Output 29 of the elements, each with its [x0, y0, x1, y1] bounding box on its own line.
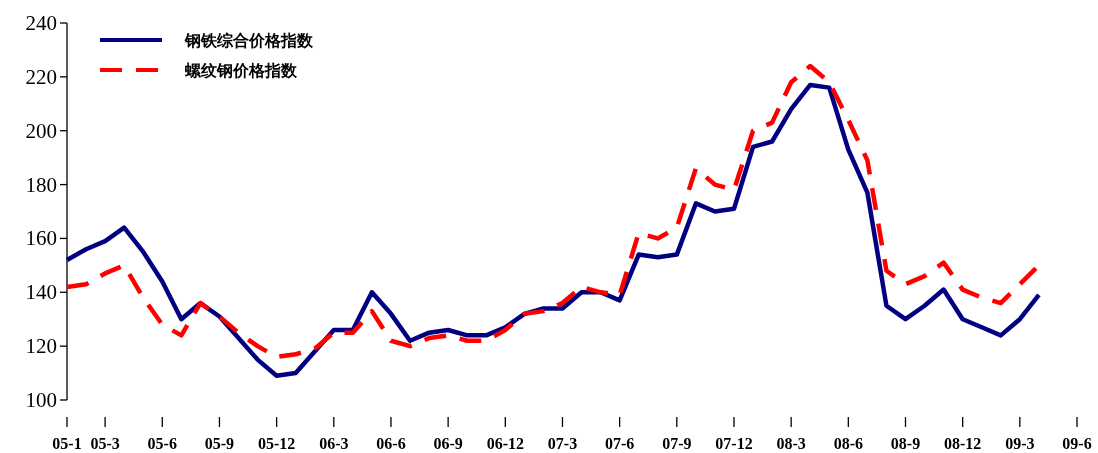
y-tick-label: 220 — [25, 64, 57, 89]
x-tick-label: 06-6 — [376, 435, 406, 452]
x-tick-label: 05-12 — [257, 435, 296, 452]
x-tick-label: 08-3 — [776, 435, 806, 452]
x-tick-label: 06-3 — [319, 435, 349, 452]
y-tick-label: 200 — [25, 118, 57, 143]
y-tick-label: 240 — [25, 11, 57, 35]
x-tick-label: 05-6 — [147, 435, 177, 452]
y-tick-label: 120 — [25, 334, 57, 359]
x-tick-label: 07-3 — [547, 435, 578, 452]
x-tick-label: 06-9 — [433, 435, 463, 452]
y-tick-label: 140 — [25, 280, 57, 305]
x-tick-label: 08-6 — [833, 435, 863, 452]
x-tick-label: 07-6 — [604, 435, 635, 452]
legend-label: 螺纹钢价格指数 — [184, 62, 298, 79]
x-tick-label: 05-9 — [204, 435, 235, 452]
x-tick-label: 05-3 — [90, 435, 120, 452]
y-tick-label: 160 — [25, 226, 57, 251]
x-tick-label: 09-6 — [1062, 435, 1092, 452]
y-tick-label: 180 — [25, 172, 57, 197]
legend-label: 钢铁综合价格指数 — [184, 32, 314, 49]
x-tick-label: 08-12 — [944, 435, 982, 452]
y-tick-label: 100 — [25, 388, 57, 412]
x-tick-label: 09-3 — [1005, 435, 1035, 452]
x-tick-label: 07-9 — [662, 435, 692, 452]
x-tick-label: 07-12 — [715, 435, 753, 452]
x-tick-label: 08-9 — [890, 435, 921, 452]
x-tick-label: 05-1 — [52, 435, 82, 452]
x-tick-label: 06-12 — [486, 435, 524, 452]
